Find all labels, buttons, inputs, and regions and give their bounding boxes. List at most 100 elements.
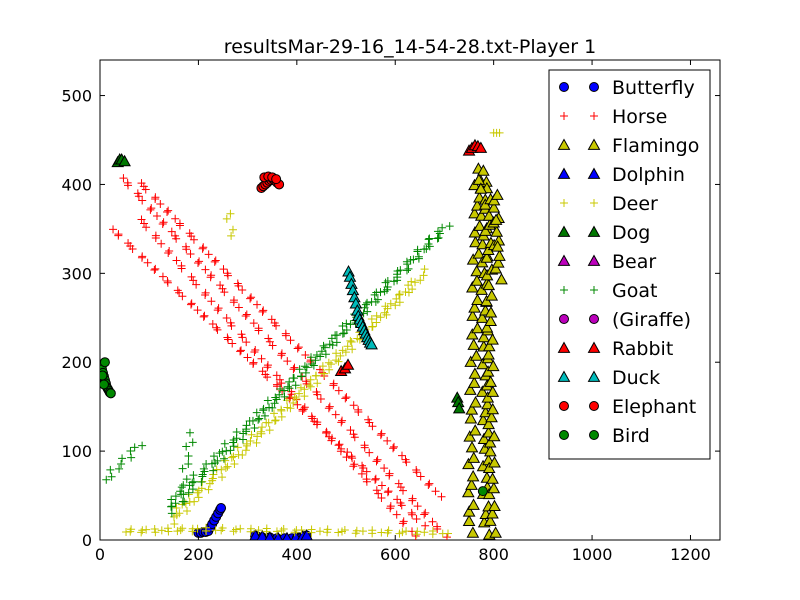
data-point [341, 348, 350, 357]
data-point [346, 336, 355, 345]
data-point [471, 293, 484, 306]
data-point [285, 377, 294, 386]
data-point [485, 289, 499, 301]
data-point [219, 454, 228, 463]
data-point [389, 444, 398, 453]
data-point [142, 525, 151, 534]
data-point [487, 481, 501, 494]
data-point [276, 384, 285, 393]
data-point [256, 427, 265, 436]
data-point [128, 244, 137, 253]
data-point [242, 421, 251, 430]
data-point [272, 371, 281, 380]
data-point [346, 320, 355, 329]
data-point [254, 526, 263, 535]
data-point [295, 389, 304, 398]
series-elephant [256, 171, 285, 193]
data-point [487, 193, 501, 206]
data-point [342, 453, 351, 462]
data-point [163, 207, 172, 216]
data-point [343, 448, 352, 457]
data-point [107, 472, 116, 481]
data-point [227, 321, 236, 330]
data-point [307, 412, 316, 421]
data-point [223, 333, 232, 342]
data-point [301, 351, 310, 360]
x-tick-label: 400 [282, 545, 313, 564]
data-point [202, 459, 211, 468]
data-point [484, 306, 498, 318]
data-point [385, 471, 394, 480]
data-point [182, 507, 191, 516]
data-point [300, 385, 309, 394]
data-point [393, 495, 402, 504]
data-point [347, 452, 356, 461]
legend-marker [559, 314, 569, 324]
data-point [184, 452, 193, 461]
legend: Butterfly Horse Flamingo Dolphin Deer Dog Bear… [548, 69, 711, 460]
data-point [390, 277, 399, 286]
data-point [395, 298, 404, 307]
data-point [159, 218, 168, 227]
data-point [299, 405, 308, 414]
data-point [227, 231, 236, 240]
data-point [209, 466, 218, 475]
data-point [394, 479, 403, 488]
data-point [482, 209, 496, 221]
data-point [377, 494, 386, 503]
data-point [277, 351, 286, 360]
data-point [262, 524, 271, 533]
data-point [245, 416, 254, 425]
data-point [307, 353, 316, 362]
data-point [293, 400, 302, 409]
data-point [259, 406, 268, 415]
data-point [105, 388, 116, 399]
data-point [396, 483, 405, 492]
x-tick-label: 0 [95, 545, 105, 564]
legend-label: Flamingo [612, 135, 699, 157]
data-point [327, 360, 336, 369]
y-tick-label: 400 [61, 175, 92, 194]
data-point [469, 235, 482, 248]
data-point [467, 338, 481, 350]
data-point [271, 174, 282, 185]
data-point [349, 462, 358, 471]
legend-box [548, 69, 711, 460]
data-point [220, 439, 229, 448]
data-point [157, 526, 166, 535]
data-point [380, 308, 389, 317]
legend-marker [587, 138, 601, 150]
y-tick-label: 0 [82, 531, 92, 550]
data-point [327, 334, 336, 343]
data-point [491, 240, 504, 252]
data-point [324, 358, 333, 367]
data-point [365, 337, 378, 350]
data-point [263, 396, 272, 405]
data-point [297, 372, 306, 381]
data-point [340, 329, 349, 338]
data-point [382, 285, 391, 294]
data-point [411, 278, 420, 287]
data-point [404, 281, 413, 290]
data-point [408, 510, 417, 519]
data-point [187, 272, 196, 281]
data-point [252, 438, 261, 447]
plot-frame [99, 59, 721, 541]
legend-marker [559, 82, 569, 92]
data-point [386, 504, 395, 513]
data-point [176, 526, 185, 535]
data-point [207, 297, 216, 306]
data-point [412, 468, 421, 477]
data-point [246, 294, 255, 303]
data-point [482, 348, 495, 360]
data-point [433, 524, 442, 533]
data-point [312, 351, 321, 360]
data-point [295, 365, 304, 374]
data-point [420, 528, 429, 537]
data-point [483, 436, 497, 448]
series-dolphin [249, 529, 313, 540]
data-point [307, 525, 316, 534]
data-point [325, 402, 334, 411]
data-point [241, 446, 250, 455]
